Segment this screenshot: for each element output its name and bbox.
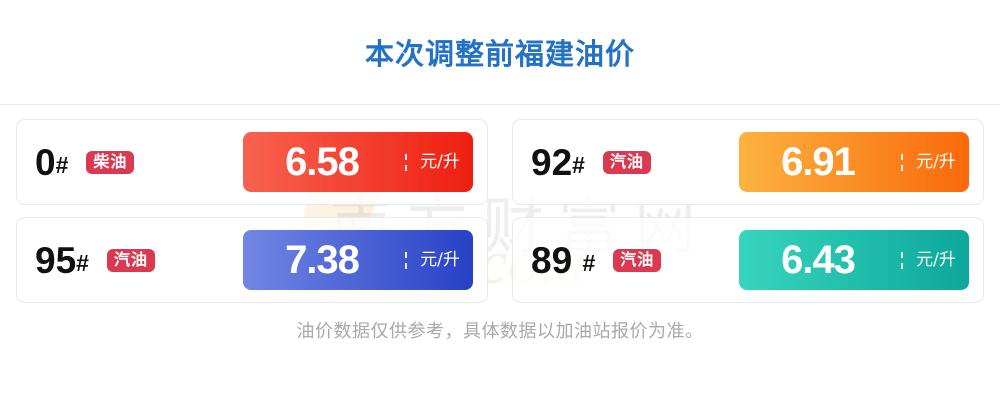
fuel-grade-number: 0 xyxy=(35,141,56,183)
fuel-grade-hash-icon: # xyxy=(76,249,89,276)
price-card-diesel-0[interactable]: 0# 柴油 6.58 元/升 xyxy=(16,119,488,205)
disclaimer-note: 油价数据仅供参考，具体数据以加油站报价为准。 xyxy=(296,321,704,342)
fuel-grade-hash-icon: # xyxy=(572,151,585,178)
price-bar: 7.38 元/升 xyxy=(243,230,473,290)
price-card-gasoline-92[interactable]: 92# 汽油 6.91 元/升 xyxy=(512,119,984,205)
price-card-gasoline-95[interactable]: 95# 汽油 7.38 元/升 xyxy=(16,217,488,303)
price-unit-label: 元/升 xyxy=(405,153,473,171)
fuel-grade-label: 95# xyxy=(35,242,89,279)
price-value: 6.58 xyxy=(285,139,360,184)
price-unit-label: 元/升 xyxy=(405,251,473,269)
page-title: 本次调整前福建油价 xyxy=(364,37,635,71)
fuel-grade-hash-icon: # xyxy=(55,151,69,178)
price-card-gasoline-89[interactable]: 89 # 汽油 6.43 元/升 xyxy=(512,217,984,303)
fuel-grade-label: 89 # xyxy=(531,242,595,279)
fuel-grade-hash-icon: # xyxy=(582,249,596,276)
fuel-type-badge: 汽油 xyxy=(106,248,155,272)
price-bar: 6.91 元/升 xyxy=(739,132,969,192)
price-value: 7.38 xyxy=(285,237,360,282)
fuel-type-badge: 柴油 xyxy=(86,150,135,174)
fuel-grade-number: 92 xyxy=(531,141,573,183)
price-value: 6.43 xyxy=(781,237,856,282)
fuel-type-badge: 汽油 xyxy=(602,150,651,174)
fuel-grade-number: 89 xyxy=(531,239,583,281)
price-value: 6.91 xyxy=(781,139,856,184)
title-bar: 本次调整前福建油价 xyxy=(0,0,1000,105)
price-unit-label: 元/升 xyxy=(901,251,969,269)
fuel-grade-label: 0# xyxy=(35,144,68,181)
price-card-grid: 0# 柴油 6.58 元/升 92# 汽油 6.91 元/升 95# 汽油 7.… xyxy=(0,105,1000,303)
price-bar: 6.43 元/升 xyxy=(739,230,969,290)
price-bar: 6.58 元/升 xyxy=(243,132,473,192)
fuel-grade-number: 95 xyxy=(35,239,77,281)
fuel-type-badge: 汽油 xyxy=(613,248,662,272)
fuel-grade-label: 92# xyxy=(531,144,585,181)
price-unit-label: 元/升 xyxy=(901,153,969,171)
